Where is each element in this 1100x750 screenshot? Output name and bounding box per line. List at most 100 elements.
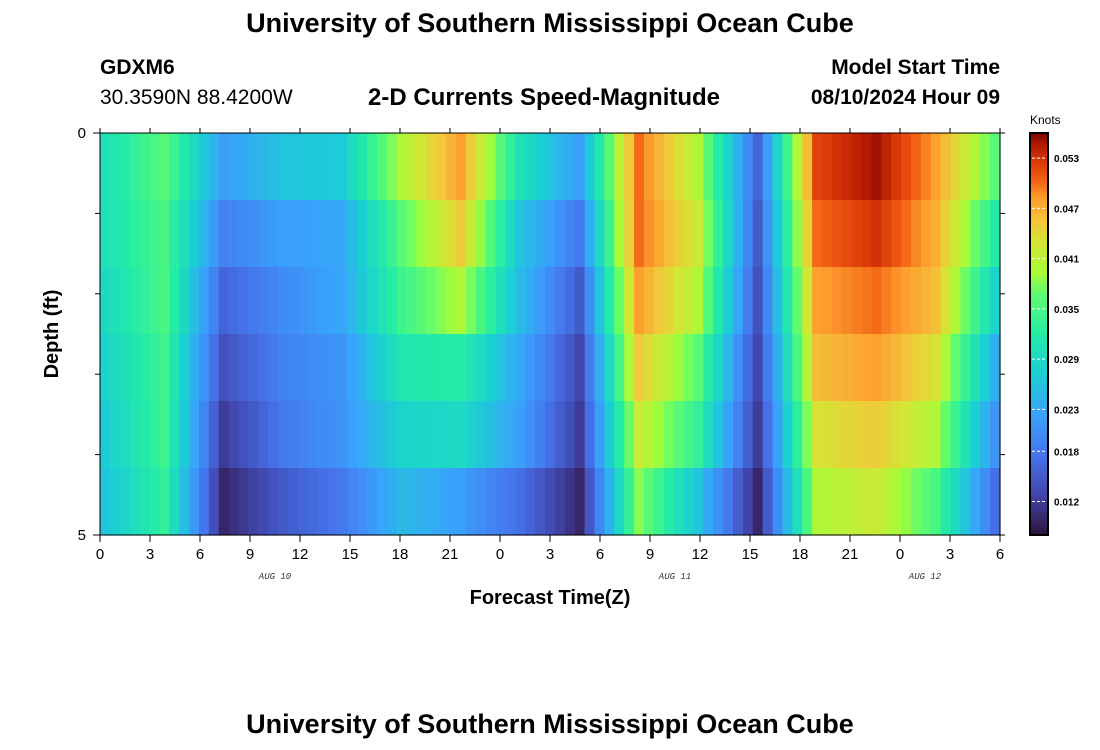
- heatmap-cell: [100, 468, 111, 536]
- heatmap-cell: [515, 468, 526, 536]
- heatmap-cell: [297, 200, 309, 268]
- heatmap-cell: [189, 468, 200, 536]
- heatmap-cell: [891, 401, 902, 469]
- heatmap-cell: [990, 468, 1001, 536]
- colorbar-tick-label: 0.029: [1054, 355, 1079, 366]
- heatmap-cell: [465, 200, 477, 268]
- heatmap-cell: [545, 401, 556, 469]
- heatmap-cell: [604, 401, 615, 469]
- heatmap-cell: [643, 468, 655, 536]
- heatmap-cell: [861, 133, 873, 201]
- x-tick-label: 6: [196, 546, 204, 563]
- heatmap-cell: [821, 401, 833, 469]
- heatmap-cell: [317, 401, 329, 469]
- heatmap-cell: [416, 401, 427, 469]
- heatmap-cell: [287, 468, 299, 536]
- heatmap-cell: [624, 267, 635, 335]
- heatmap-cell: [248, 133, 259, 201]
- heatmap-cell: [129, 468, 141, 536]
- heatmap-cell: [139, 468, 151, 536]
- heatmap-cell: [327, 267, 338, 335]
- heatmap-cell: [762, 468, 774, 536]
- y-axis-label: Depth (ft): [41, 290, 63, 379]
- heatmap-cell: [169, 200, 180, 268]
- heatmap-cell: [792, 267, 803, 335]
- heatmap-cell: [505, 133, 516, 201]
- heatmap-cell: [208, 200, 220, 268]
- heatmap-cell: [841, 401, 853, 469]
- heatmap-cell: [594, 334, 605, 402]
- heatmap-cell: [436, 401, 447, 469]
- heatmap-cell: [465, 133, 477, 201]
- heatmap-cell: [594, 401, 605, 469]
- heatmap-cell: [960, 468, 971, 536]
- heatmap-cell: [119, 200, 131, 268]
- heatmap-cell: [278, 334, 289, 402]
- heatmap-cell: [891, 267, 902, 335]
- heatmap-cell: [841, 267, 853, 335]
- heatmap-cell: [475, 133, 487, 201]
- heatmap-cell: [821, 200, 833, 268]
- heatmap-cell: [485, 334, 497, 402]
- heatmap-cell: [446, 200, 457, 268]
- heatmap-cell: [930, 267, 942, 335]
- heatmap-cell: [703, 468, 714, 536]
- heatmap-cell: [762, 267, 774, 335]
- heatmap-cell: [327, 401, 338, 469]
- station-id: GDXM6: [100, 56, 175, 79]
- heatmap-cell: [950, 267, 962, 335]
- heatmap-cell: [901, 468, 912, 536]
- heatmap-cell: [287, 334, 299, 402]
- heatmap-cell: [683, 334, 695, 402]
- heatmap-cell: [920, 401, 932, 469]
- x-tick-label: 0: [496, 546, 504, 563]
- heatmap-cell: [545, 468, 556, 536]
- heatmap-cell: [297, 267, 309, 335]
- heatmap-cell: [861, 401, 873, 469]
- heatmap-cell: [416, 468, 427, 536]
- heatmap-cell: [831, 401, 843, 469]
- heatmap-cell: [386, 200, 398, 268]
- x-tick-label: 18: [792, 546, 809, 563]
- heatmap-cell: [396, 401, 408, 469]
- heatmap-cell: [347, 468, 358, 536]
- heatmap-cell: [189, 200, 200, 268]
- heatmap-cell: [307, 401, 319, 469]
- heatmap-cell: [208, 267, 220, 335]
- heatmap-cell: [436, 267, 447, 335]
- heatmap-cell: [376, 133, 388, 201]
- heatmap-cell: [990, 267, 1001, 335]
- heatmap-cell: [505, 267, 516, 335]
- heatmap-cell: [831, 334, 843, 402]
- heatmap-cell: [703, 267, 714, 335]
- heatmap-cell: [535, 133, 546, 201]
- heatmap-cell: [653, 334, 665, 402]
- heatmap-cell: [624, 133, 635, 201]
- heatmap-cell: [970, 468, 981, 536]
- heatmap-cell: [109, 133, 121, 201]
- heatmap-cell: [406, 200, 418, 268]
- heatmap-cell: [960, 200, 971, 268]
- heatmap-cell: [376, 401, 388, 469]
- heatmap-cell: [386, 468, 398, 536]
- heatmap-cell: [812, 468, 823, 536]
- heatmap-cell: [119, 267, 131, 335]
- heatmap-cell: [673, 267, 685, 335]
- heatmap-cell: [238, 334, 249, 402]
- heatmap-cell: [406, 401, 418, 469]
- heatmap-cell: [100, 200, 111, 268]
- heatmap-cell: [515, 401, 526, 469]
- x-tick-label: 0: [896, 546, 904, 563]
- heatmap-cell: [327, 133, 338, 201]
- heatmap-cell: [426, 401, 437, 469]
- heatmap-cell: [792, 200, 803, 268]
- heatmap-cell: [742, 401, 754, 469]
- heatmap-cell: [198, 200, 210, 268]
- heatmap-cell: [802, 401, 813, 469]
- heatmap-cell: [574, 401, 586, 469]
- colorbar-gradient: [1029, 132, 1049, 536]
- heatmap-cell: [742, 468, 754, 536]
- colorbar-tick-label: 0.041: [1054, 255, 1079, 266]
- heatmap-cell: [604, 267, 615, 335]
